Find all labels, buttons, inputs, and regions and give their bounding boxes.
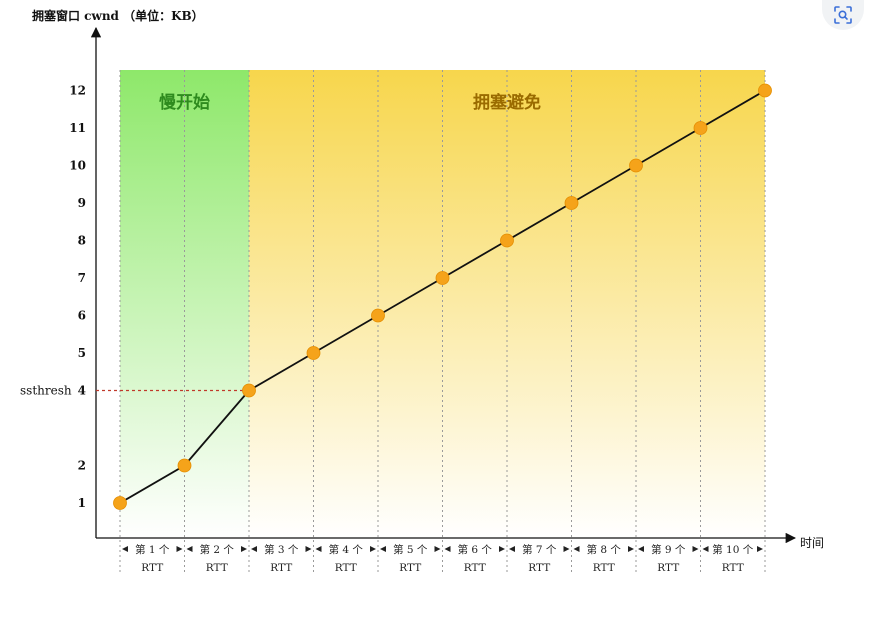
rtt-label-bottom: RTT	[657, 562, 679, 574]
rtt-label-bottom: RTT	[206, 562, 228, 574]
rtt-arrow-right-icon	[499, 546, 505, 552]
data-point	[435, 271, 450, 285]
rtt-label-top: 第 1 个	[135, 543, 170, 556]
rtt-arrow-left-icon	[573, 546, 580, 552]
data-point	[564, 196, 579, 210]
region-label: 拥塞避免	[473, 92, 541, 113]
rtt-label-bottom: RTT	[141, 562, 163, 574]
rtt-arrow-left-icon	[315, 546, 322, 552]
y-tick-label: 6	[78, 309, 86, 323]
y-tick-label: 8	[78, 234, 86, 248]
data-point	[306, 346, 321, 360]
y-tick-label: 2	[78, 459, 86, 473]
data-point	[242, 383, 256, 398]
rtt-arrow-left-icon	[380, 546, 386, 552]
rtt-arrow-right-icon	[692, 546, 699, 552]
data-point	[629, 158, 643, 173]
rtt-arrow-left-icon	[638, 546, 644, 552]
y-tick-label: 7	[78, 271, 86, 285]
data-point	[500, 233, 514, 248]
rtt-label-top: 第 6 个	[458, 543, 493, 556]
data-point	[113, 496, 127, 510]
rtt-label-top: 第 10 个	[712, 543, 754, 556]
rtt-arrow-right-icon	[370, 546, 376, 552]
rtt-label-bottom: RTT	[399, 562, 421, 574]
data-point	[177, 458, 192, 473]
y-tick-label: 11	[69, 121, 86, 135]
x-axis-label: 时间	[800, 536, 824, 550]
rtt-label-bottom: RTT	[528, 562, 550, 574]
rtt-label-top: 第 4 个	[329, 543, 364, 556]
data-point	[693, 121, 708, 135]
rtt-arrow-right-icon	[434, 546, 441, 552]
rtt-arrow-right-icon	[176, 546, 183, 552]
rtt-arrow-left-icon	[122, 546, 128, 552]
rtt-label-top: 第 7 个	[522, 543, 557, 556]
rtt-arrow-left-icon	[444, 546, 451, 552]
rtt-arrow-left-icon	[702, 546, 709, 552]
region-label: 慢开始	[159, 92, 210, 113]
y-tick-label: 4	[78, 384, 86, 398]
y-tick-label: 9	[78, 196, 86, 210]
rtt-arrow-right-icon	[757, 546, 763, 552]
rtt-label-bottom: RTT	[593, 562, 615, 574]
y-tick-label: 1	[78, 496, 86, 510]
rtt-label-bottom: RTT	[464, 562, 486, 574]
rtt-label-top: 第 2 个	[200, 543, 235, 556]
data-point	[758, 83, 772, 98]
rtt-label-bottom: RTT	[722, 562, 744, 574]
y-axis-label: 拥塞窗口 cwnd （单位：KB）	[32, 8, 204, 23]
threshold-label: ssthresh	[20, 384, 72, 398]
rtt-arrow-right-icon	[563, 546, 570, 552]
rtt-arrow-right-icon	[241, 546, 247, 552]
rtt-arrow-left-icon	[251, 546, 257, 552]
rtt-label-bottom: RTT	[335, 562, 357, 574]
rtt-label-top: 第 9 个	[651, 543, 686, 556]
y-tick-label: 10	[69, 159, 86, 173]
focus-scan-icon	[834, 6, 852, 24]
y-tick-label: 12	[69, 84, 86, 98]
rtt-arrow-right-icon	[628, 546, 634, 552]
rtt-label-top: 第 5 个	[393, 543, 428, 556]
rtt-arrow-left-icon	[509, 546, 515, 552]
y-tick-label: 5	[78, 346, 86, 360]
rtt-label-top: 第 3 个	[264, 543, 299, 556]
rtt-arrow-right-icon	[305, 546, 312, 552]
data-point	[371, 308, 385, 323]
rtt-arrow-left-icon	[186, 546, 193, 552]
rtt-label-top: 第 8 个	[587, 543, 622, 556]
rtt-label-bottom: RTT	[270, 562, 292, 574]
